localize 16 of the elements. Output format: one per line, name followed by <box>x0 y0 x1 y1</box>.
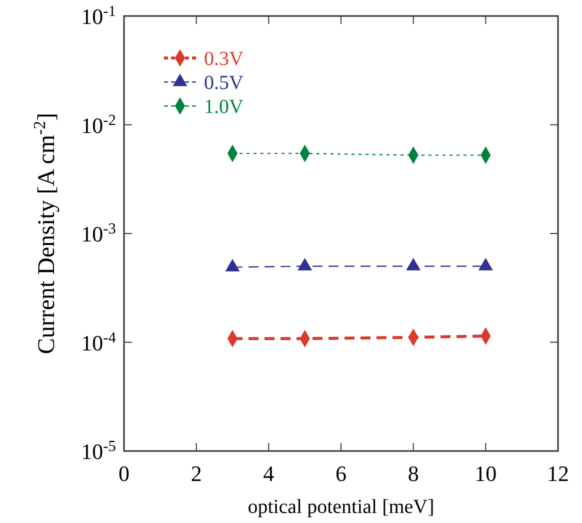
y-tick-label: 10$^{-4}$ <box>81 328 116 356</box>
legend-label: 0.3V <box>204 48 244 70</box>
y-tick-label: 10$^{-5}$ <box>81 438 116 464</box>
x-axis-title: optical potential [meV] <box>248 496 434 518</box>
y-tick-label: 10$^{-3}$ <box>81 220 116 246</box>
x-tick-label: 10 <box>474 461 497 486</box>
x-tick-label: 8 <box>408 461 419 486</box>
legend-label: 1.0V <box>204 96 244 118</box>
legend-label: 0.5V <box>204 72 244 94</box>
x-tick-label: 6 <box>336 461 346 486</box>
x-tick-label: 12 <box>547 461 569 486</box>
x-tick-label: 2 <box>190 461 202 486</box>
y-tick-label: 10$^{-2}$ <box>81 111 116 138</box>
x-tick-label: 4 <box>263 461 274 486</box>
y-tick-label: 10$^{-1}$ <box>81 2 116 29</box>
x-tick-label: 0 <box>118 461 130 486</box>
